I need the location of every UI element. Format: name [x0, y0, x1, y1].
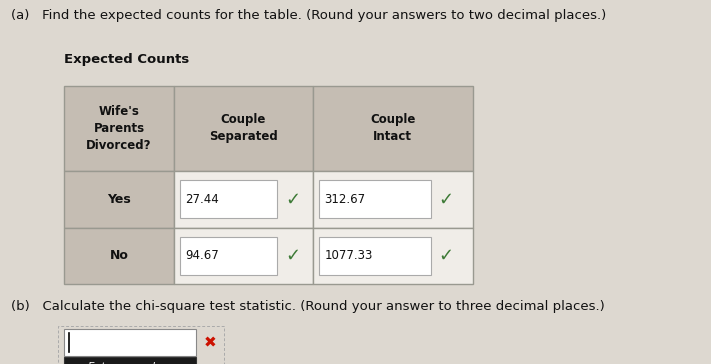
FancyBboxPatch shape [174, 228, 313, 284]
FancyBboxPatch shape [180, 180, 277, 218]
FancyBboxPatch shape [64, 86, 174, 171]
FancyBboxPatch shape [64, 171, 174, 228]
Text: Expected Counts: Expected Counts [64, 53, 189, 66]
Text: Wife's
Parents
Divorced?: Wife's Parents Divorced? [86, 105, 152, 152]
Text: ✓: ✓ [285, 247, 300, 265]
FancyBboxPatch shape [319, 237, 431, 275]
FancyBboxPatch shape [64, 228, 174, 284]
Text: ✓: ✓ [439, 190, 454, 208]
Text: No: No [109, 249, 129, 262]
FancyBboxPatch shape [313, 86, 473, 171]
FancyBboxPatch shape [180, 237, 277, 275]
Text: (b)   Calculate the chi-square test statistic. (Round your answer to three decim: (b) Calculate the chi-square test statis… [11, 300, 604, 313]
Text: 94.67: 94.67 [186, 249, 219, 262]
FancyBboxPatch shape [174, 171, 313, 228]
Text: ✖: ✖ [204, 335, 217, 350]
FancyBboxPatch shape [319, 180, 431, 218]
Text: (a)   Find the expected counts for the table. (Round your answers to two decimal: (a) Find the expected counts for the tab… [11, 9, 606, 22]
FancyBboxPatch shape [64, 329, 196, 356]
Text: Couple
Separated: Couple Separated [209, 113, 278, 143]
Text: ✓: ✓ [285, 190, 300, 208]
Text: Yes: Yes [107, 193, 131, 206]
Text: Enter a number.: Enter a number. [88, 362, 171, 364]
FancyBboxPatch shape [313, 228, 473, 284]
Text: 1077.33: 1077.33 [324, 249, 373, 262]
FancyBboxPatch shape [64, 357, 196, 364]
Text: Couple
Intact: Couple Intact [370, 113, 415, 143]
Text: 27.44: 27.44 [186, 193, 219, 206]
Text: ✓: ✓ [439, 247, 454, 265]
FancyBboxPatch shape [313, 171, 473, 228]
FancyBboxPatch shape [174, 86, 313, 171]
Text: 312.67: 312.67 [324, 193, 365, 206]
